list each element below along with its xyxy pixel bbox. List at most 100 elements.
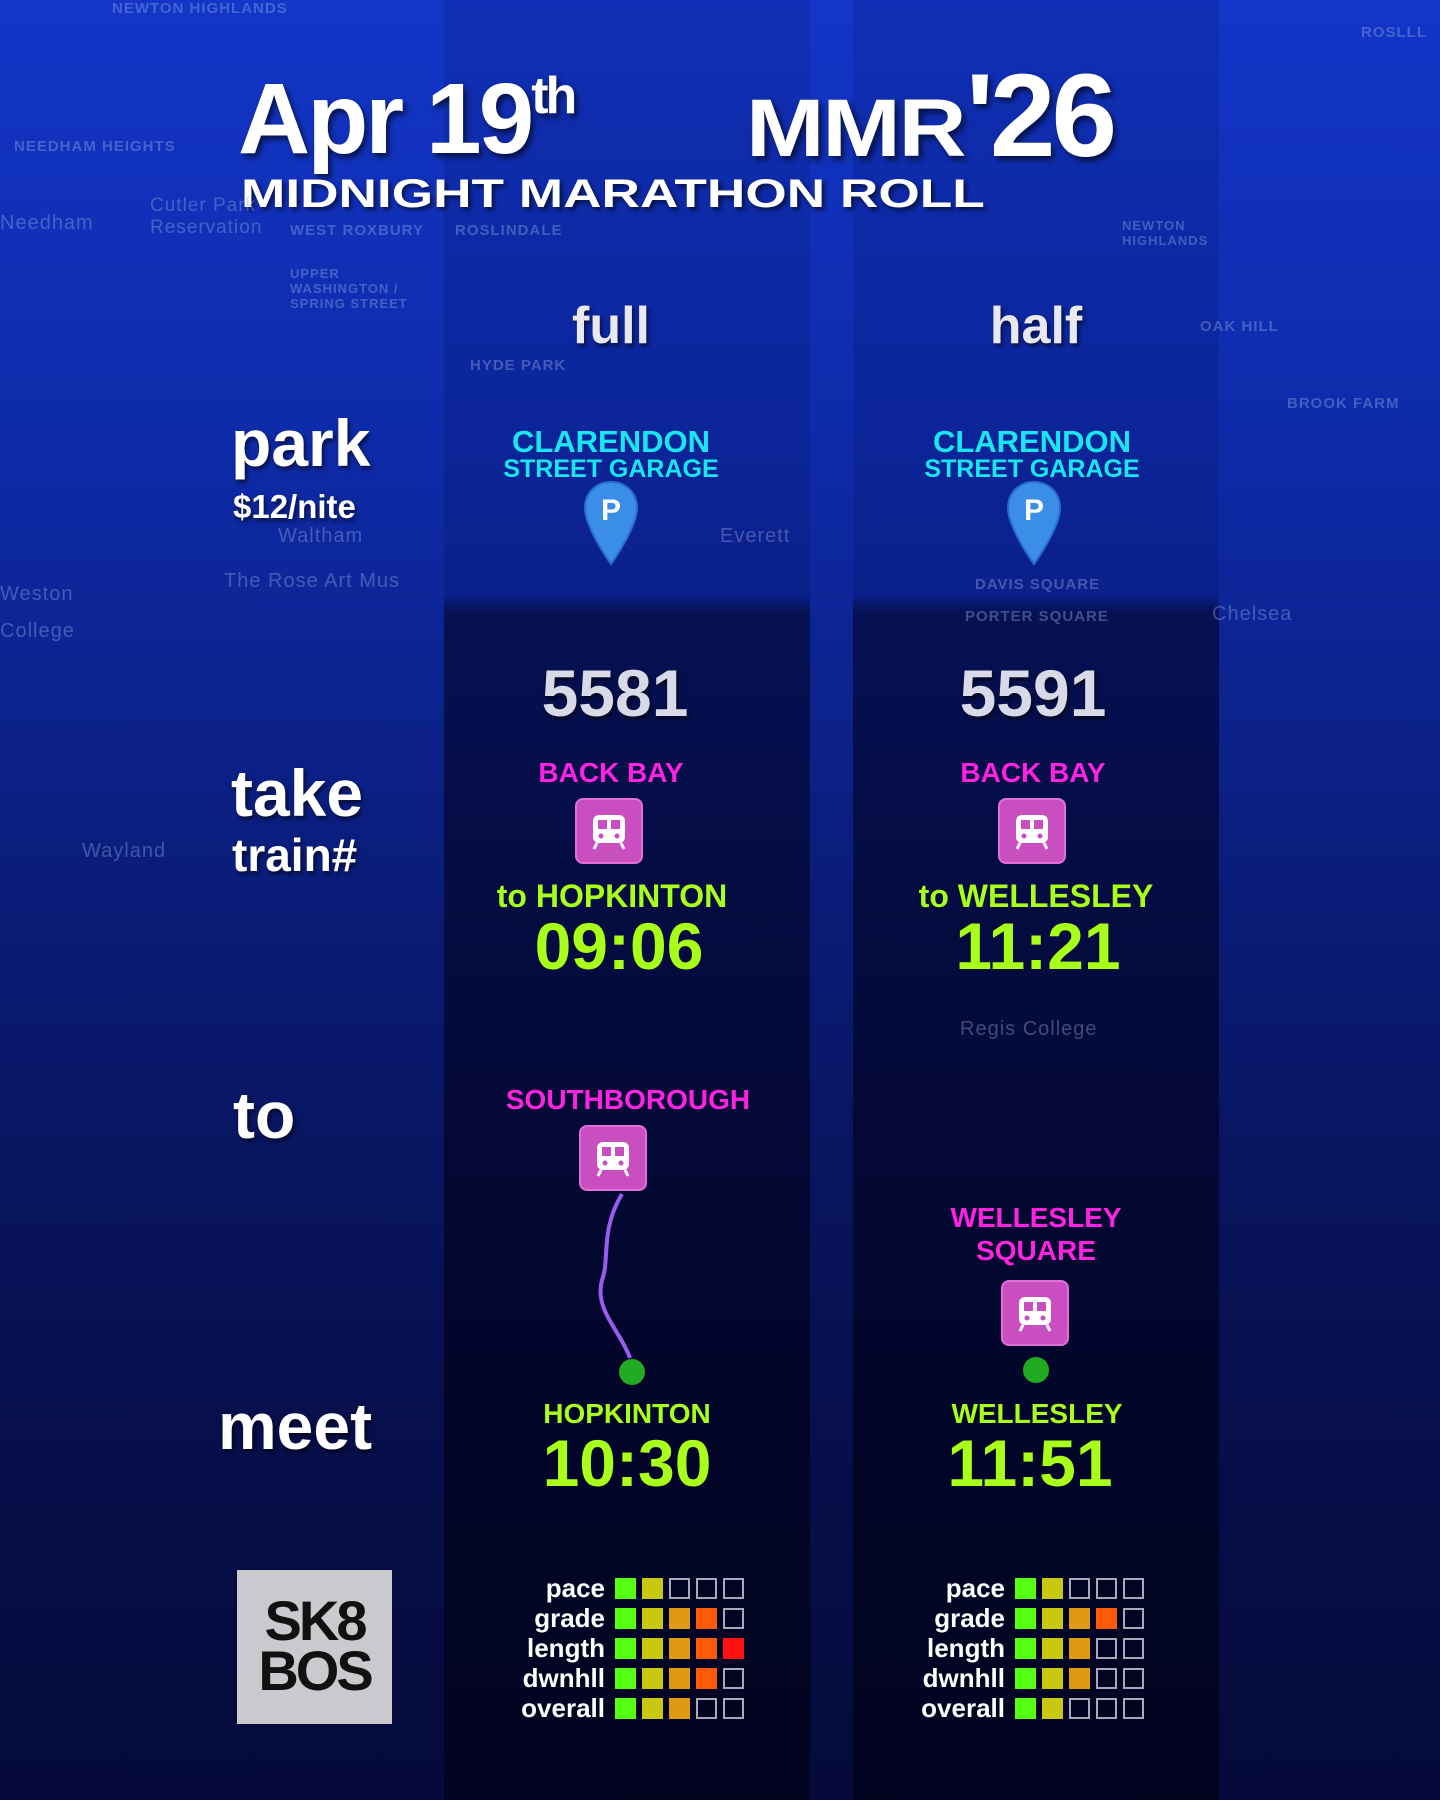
train-icon <box>579 1125 647 1191</box>
rating-square-filled <box>615 1697 636 1719</box>
rating-square-filled <box>615 1577 636 1599</box>
rating-square-filled <box>669 1607 690 1629</box>
train-icon <box>575 798 643 864</box>
meet-location: WELLESLEY <box>951 1398 1123 1429</box>
map-label: WEST ROXBURY <box>290 222 424 239</box>
rating-label: dwnhll <box>922 1663 1005 1693</box>
rating-square-filled <box>669 1667 690 1689</box>
row-label-meet: meet <box>218 1389 373 1463</box>
route-line <box>598 1192 632 1359</box>
map-label: Needham <box>0 212 94 234</box>
svg-text:P: P <box>1024 494 1044 527</box>
rating-square-filled <box>723 1637 744 1659</box>
event-year: '26 <box>965 50 1117 182</box>
rating-square-filled <box>696 1667 717 1689</box>
parking-pin-icon[interactable]: P <box>1005 480 1063 566</box>
rating-label: grade <box>534 1603 605 1633</box>
rating-square-empty <box>696 1697 717 1719</box>
rating-square-empty <box>1069 1697 1090 1719</box>
rating-row-pace: pace <box>465 1573 750 1603</box>
rating-label: pace <box>945 1573 1005 1603</box>
rating-square-filled <box>696 1637 717 1659</box>
to-station: WELLESLEY SQUARE <box>950 1201 1121 1267</box>
parking-name[interactable]: CLARENDON STREET GARAGE <box>924 426 1139 481</box>
rating-square-filled <box>615 1637 636 1659</box>
map-label: Waltham <box>278 525 364 547</box>
rating-square-filled <box>642 1667 663 1689</box>
column-title-full: full <box>572 297 650 355</box>
map-label: The Rose Art Mus <box>224 570 401 592</box>
rating-label: pace <box>545 1573 605 1603</box>
rating-row-dwnhll: dwnhll <box>465 1665 750 1691</box>
rating-square-empty <box>1123 1577 1144 1599</box>
rating-square-filled <box>642 1637 663 1659</box>
map-label: NEWTON HIGHLANDS <box>112 0 288 17</box>
event-subtitle: MIDNIGHT MARATHON ROLL <box>241 172 985 216</box>
rating-square-empty <box>1096 1637 1117 1659</box>
meet-time: 11:51 <box>947 1426 1113 1500</box>
map-label: PORTER SQUARE <box>965 608 1109 625</box>
rating-square-filled <box>1096 1607 1117 1629</box>
map-label: ROSLLL <box>1361 24 1427 41</box>
event-date: Apr 19th <box>238 62 577 177</box>
rating-square-filled <box>642 1697 663 1719</box>
train-number: 5581 <box>541 656 689 730</box>
logo-line2: BOS <box>258 1639 373 1702</box>
column-title-half: half <box>989 297 1083 355</box>
rating-square-empty <box>669 1577 690 1599</box>
train-icon <box>998 798 1066 864</box>
map-label: NEWTON HIGHLANDS <box>1122 218 1209 248</box>
rating-label: overall <box>521 1693 605 1723</box>
map-label: Weston <box>0 583 74 605</box>
map-label: Cutler Park Reservation <box>150 195 263 238</box>
rating-square-filled <box>1015 1697 1036 1719</box>
row-label-take: take <box>231 756 364 830</box>
row-label-to: to <box>233 1078 296 1152</box>
rating-square-filled <box>1042 1697 1063 1719</box>
board-station: BACK BAY <box>960 757 1106 788</box>
parking-name[interactable]: CLARENDON STREET GARAGE <box>503 426 719 483</box>
rating-square-empty <box>723 1577 744 1599</box>
map-label: DAVIS SQUARE <box>975 576 1101 593</box>
row-label-park: park <box>231 406 371 480</box>
rating-row-length: length <box>465 1633 750 1663</box>
map-label: Chelsea <box>1212 603 1293 625</box>
rating-row-pace: pace <box>865 1573 1150 1603</box>
map-label: BROOK FARM <box>1287 395 1400 412</box>
rating-label: length <box>527 1633 605 1663</box>
rating-square-empty <box>1123 1697 1144 1719</box>
event-name: MMR'26 <box>746 48 1117 184</box>
rating-square-filled <box>1042 1607 1063 1629</box>
park-price: $12/nite <box>233 488 356 525</box>
rating-square-empty <box>1123 1667 1144 1689</box>
meet-time: 10:30 <box>542 1426 712 1500</box>
parking-name-line1: CLARENDON <box>932 424 1132 459</box>
map-label: Everett <box>720 525 791 547</box>
train-number: 5591 <box>959 656 1107 730</box>
rating-square-filled <box>642 1577 663 1599</box>
parking-pin-icon[interactable]: P <box>582 480 640 566</box>
train-destination: to HOPKINTON <box>496 878 728 914</box>
rating-square-filled <box>1015 1637 1036 1659</box>
rating-square-filled <box>669 1697 690 1719</box>
svg-text:P: P <box>601 494 621 527</box>
rating-square-empty <box>1123 1637 1144 1659</box>
map-label: Regis College <box>960 1018 1098 1040</box>
rating-square-filled <box>1015 1667 1036 1689</box>
to-station: SOUTHBOROUGH <box>505 1084 751 1115</box>
rating-square-filled <box>1042 1637 1063 1659</box>
train-icon <box>1001 1280 1069 1346</box>
rating-square-filled <box>1069 1637 1090 1659</box>
map-label: OAK HILL <box>1200 318 1279 335</box>
rating-square-filled <box>615 1667 636 1689</box>
rating-square-empty <box>1096 1577 1117 1599</box>
parking-name-line2: STREET GARAGE <box>503 454 719 483</box>
departure-time: 09:06 <box>534 909 704 983</box>
rating-label: length <box>927 1633 1005 1663</box>
sk8bos-logo: SK8 BOS <box>237 1570 392 1724</box>
rating-row-length: length <box>865 1633 1150 1663</box>
map-label: College <box>0 620 75 642</box>
rating-square-empty <box>1069 1577 1090 1599</box>
rating-square-empty <box>723 1667 744 1689</box>
rating-square-filled <box>1069 1607 1090 1629</box>
